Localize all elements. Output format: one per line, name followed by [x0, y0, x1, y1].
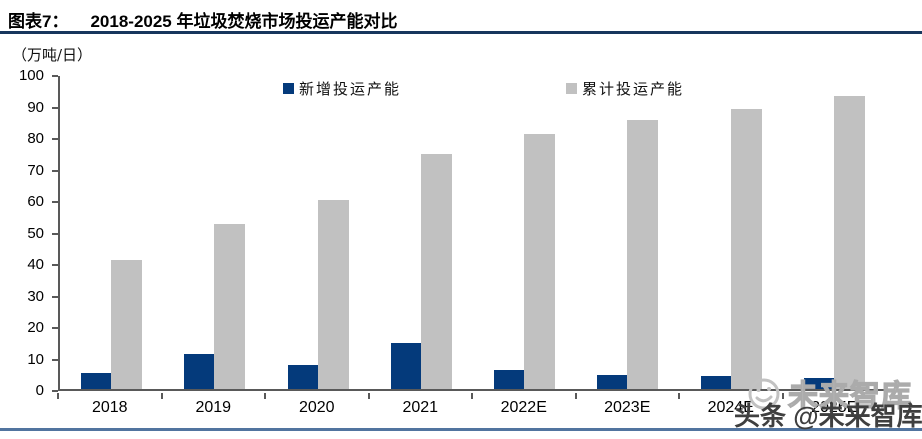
legend-swatch-new-capacity — [283, 83, 294, 94]
y-axis-tick-mark — [52, 232, 58, 235]
y-axis-tick-label-10: 10 — [27, 350, 44, 368]
y-axis-tick-mark — [52, 264, 58, 266]
bar-new-capacity-2019 — [184, 354, 215, 389]
x-axis-tick-mark — [885, 393, 887, 399]
watermark-outline-text: 未来智库 — [787, 379, 912, 413]
watermark-main-text: 头条 @未来智库 — [734, 401, 922, 431]
bar-cumulative-capacity-2024E — [730, 108, 762, 389]
bar-new-capacity-2025E — [803, 378, 834, 389]
y-axis-tick-label-50: 50 — [27, 224, 44, 242]
y-axis-tick-label-40: 40 — [27, 256, 44, 273]
bar-cumulative-capacity-2020 — [317, 200, 349, 389]
plot-area — [58, 76, 886, 391]
x-axis-tick-mark — [57, 393, 59, 399]
bar-new-capacity-2020 — [287, 365, 318, 389]
x-axis-category-label-2024E: 2024E — [707, 399, 754, 416]
y-axis-tick-mark — [52, 390, 58, 392]
x-axis-category-label-2021: 2021 — [402, 399, 439, 416]
y-axis-tick-mark — [52, 138, 58, 140]
bar-new-capacity-2022E — [494, 370, 525, 389]
bar-new-capacity-2023E — [597, 374, 628, 389]
y-axis-tick-mark — [52, 295, 58, 298]
bar-group-2019 — [163, 76, 266, 389]
bar-group-2024E — [680, 76, 783, 389]
x-axis-tick-mark — [471, 393, 473, 399]
y-axis-tick-label-30: 30 — [27, 287, 44, 305]
y-axis-unit-label: （万吨/日） — [12, 46, 93, 64]
bar-group-2021 — [370, 76, 473, 389]
x-axis-tick-mark — [264, 393, 266, 399]
bar-group-2023E — [576, 76, 679, 389]
bar-cumulative-capacity-2023E — [627, 119, 659, 389]
smiley-face-icon — [746, 376, 782, 417]
x-axis-category-label-2022E: 2022E — [500, 399, 547, 416]
x-axis-category-label-2023E: 2023E — [604, 399, 651, 416]
y-axis-tick-mark — [52, 106, 58, 109]
x-axis-category-label-2025E: 2025E — [811, 399, 858, 416]
title-underline — [0, 31, 922, 34]
bar-cumulative-capacity-2019 — [214, 223, 246, 389]
bar-cumulative-capacity-2021 — [420, 154, 452, 389]
x-axis-tick-mark — [160, 393, 163, 399]
bar-cumulative-capacity-2025E — [833, 96, 865, 389]
legend-label-new-capacity: 新增投运产能 — [299, 80, 402, 98]
bar-groups — [60, 76, 886, 389]
x-axis-category-label-2019: 2019 — [195, 399, 232, 416]
bar-new-capacity-2021 — [390, 343, 421, 389]
bar-group-2025E — [783, 76, 886, 389]
y-axis-tick-label-60: 60 — [27, 193, 44, 210]
x-axis-tick-mark — [367, 393, 370, 399]
x-axis-tick-mark — [574, 393, 577, 399]
legend-item-new-capacity: 新增投运产能 — [283, 78, 401, 99]
bar-new-capacity-2024E — [700, 376, 731, 389]
y-axis-tick-label-90: 90 — [27, 98, 44, 116]
figure-title-text: 2018-2025 年垃圾焚烧市场投运产能对比 — [90, 12, 398, 31]
bar-new-capacity-2018 — [81, 373, 112, 389]
y-axis-tick-mark — [52, 327, 58, 329]
figure-number-label: 图表7： — [8, 12, 69, 31]
legend-item-cumulative-capacity: 累计投运产能 — [566, 78, 684, 99]
bar-cumulative-capacity-2022E — [524, 133, 556, 389]
bar-group-2018 — [60, 76, 163, 389]
y-axis-tick-label-0: 0 — [35, 382, 44, 399]
x-axis-tick-mark — [781, 393, 784, 399]
y-axis-tick-label-100: 100 — [18, 67, 44, 84]
legend-label-cumulative-capacity: 累计投运产能 — [582, 80, 685, 98]
y-axis-tick-mark — [52, 75, 58, 77]
legend-swatch-cumulative-capacity — [566, 83, 577, 94]
x-axis-category-label-2018: 2018 — [91, 399, 128, 416]
y-axis-tick-label-20: 20 — [27, 319, 44, 336]
x-axis-category-label-2020: 2020 — [298, 399, 335, 416]
x-axis-tick-mark — [678, 393, 680, 399]
y-axis-tick-mark — [52, 169, 58, 172]
y-axis-tick-label-70: 70 — [27, 161, 44, 179]
bar-group-2020 — [267, 76, 370, 389]
bar-cumulative-capacity-2018 — [111, 259, 143, 389]
bar-group-2022E — [473, 76, 576, 389]
y-axis-tick-mark — [52, 358, 58, 361]
figure-title: 图表7： 2018-2025 年垃圾焚烧市场投运产能对比 — [8, 7, 398, 32]
bottom-divider — [0, 428, 922, 431]
y-axis-tick-label-80: 80 — [27, 130, 44, 147]
y-axis-tick-mark — [52, 201, 58, 203]
